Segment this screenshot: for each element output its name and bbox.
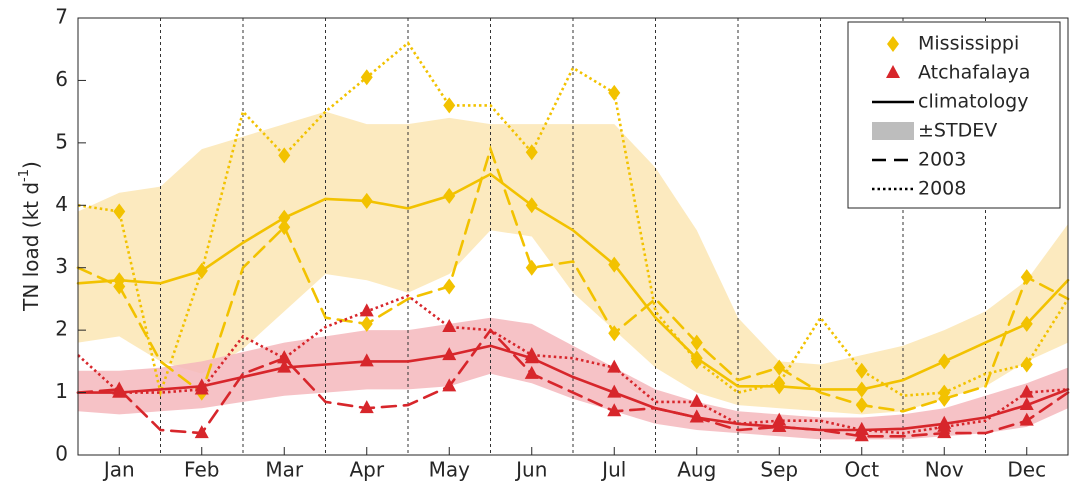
triangle-marker (607, 359, 622, 373)
y-tick-label: 6 (55, 67, 68, 91)
triangle-marker (277, 350, 292, 364)
triangle-marker (1019, 397, 1034, 411)
legend-label: Mississippi (918, 33, 1019, 55)
triangle-marker (607, 384, 622, 398)
diamond-marker (113, 203, 126, 220)
diamond-marker (1020, 315, 1033, 332)
series-line (77, 294, 1069, 435)
triangle-marker (442, 319, 457, 333)
y-label-end: ) (19, 161, 43, 169)
triangle-marker (937, 418, 952, 432)
diamond-marker (278, 147, 291, 164)
diamond-marker (1020, 356, 1033, 373)
triangle-marker (194, 425, 209, 439)
diamond-marker (608, 325, 621, 342)
triangle-marker (359, 303, 374, 317)
diamond-marker (938, 384, 951, 401)
y-tick-label: 3 (55, 254, 68, 278)
diamond-marker (525, 197, 538, 214)
x-tick-label: Apr (349, 458, 384, 482)
diamond-marker (773, 359, 786, 376)
x-tick-label: Oct (844, 458, 879, 482)
y-tick-label: 5 (55, 129, 68, 153)
y-label-main: TN load (kt d (19, 182, 43, 312)
diamond-marker (773, 375, 786, 392)
series-line (76, 328, 1070, 438)
x-tick-label: Jul (600, 458, 626, 482)
triangle-marker (524, 347, 539, 361)
diamond-marker (195, 262, 208, 279)
triangle-marker (886, 65, 900, 78)
series-line (76, 344, 1070, 432)
legend-label: climatology (918, 91, 1028, 113)
x-tick-label: Dec (1007, 458, 1046, 482)
diamond-marker (855, 381, 868, 398)
triangle-marker (772, 412, 787, 426)
diamond-marker (608, 256, 621, 273)
x-tick-label: Jan (102, 458, 135, 482)
diamond-marker (525, 259, 538, 276)
series-line (76, 144, 1070, 413)
x-tick-label: Aug (677, 458, 716, 482)
y-tick-label: 1 (55, 379, 68, 403)
triangle-marker (442, 378, 457, 392)
legend-label: 2008 (918, 178, 966, 200)
diamond-marker (443, 187, 456, 204)
diamond-marker (360, 192, 373, 209)
triangle-marker (1019, 384, 1034, 398)
diamond-marker (690, 353, 703, 370)
triangle-marker (359, 353, 374, 367)
legend-box (847, 21, 1061, 209)
y-tick-label: 4 (55, 192, 68, 216)
diamond-marker (608, 84, 621, 101)
plot-frame (77, 17, 1069, 456)
x-tick-label: Jun (514, 458, 547, 482)
diamond-marker (1020, 269, 1033, 286)
y-label-sup: -1 (17, 169, 32, 182)
x-tick-label: Feb (184, 458, 219, 482)
series-line (76, 172, 1070, 391)
diamond-marker (855, 362, 868, 379)
diamond-marker (443, 278, 456, 295)
diamond-marker (443, 97, 456, 114)
triangle-marker (689, 409, 704, 423)
legend-label: 2003 (918, 149, 966, 171)
triangle-marker (194, 381, 209, 395)
legend-label: ±STDEV (918, 120, 997, 142)
y-tick-label: 2 (55, 317, 68, 341)
legend-band (872, 122, 914, 140)
triangle-marker (442, 347, 457, 361)
diamond-marker (113, 278, 126, 295)
x-tick-label: Nov (925, 458, 964, 482)
triangle-marker (524, 365, 539, 379)
triangle-marker (689, 393, 704, 407)
y-tick-label: 0 (55, 442, 68, 466)
legend-label: Atchafalaya (918, 62, 1030, 84)
triangle-marker (1019, 412, 1034, 426)
diamond-marker (938, 353, 951, 370)
y-tick-label: 7 (55, 5, 68, 29)
diamond-marker (360, 315, 373, 332)
diamond-marker (360, 69, 373, 86)
triangle-marker (854, 422, 869, 436)
legend: Mississippi Atchafalaya climatology ±STDEV 2… (847, 21, 1061, 209)
y-axis-label: TN load (kt d-1) (17, 161, 43, 312)
diamond-marker (525, 144, 538, 161)
diamond-marker (278, 209, 291, 226)
triangle-marker (607, 403, 622, 417)
triangle-marker (277, 359, 292, 373)
triangle-marker (359, 400, 374, 414)
x-tick-label: Sep (760, 458, 798, 482)
diamond-marker (887, 36, 899, 52)
x-tick-label: Mar (265, 458, 304, 482)
diamond-marker (855, 397, 868, 414)
triangle-marker (112, 384, 127, 398)
x-tick-label: May (429, 458, 471, 482)
diamond-marker (278, 219, 291, 236)
diamond-marker (690, 334, 703, 351)
